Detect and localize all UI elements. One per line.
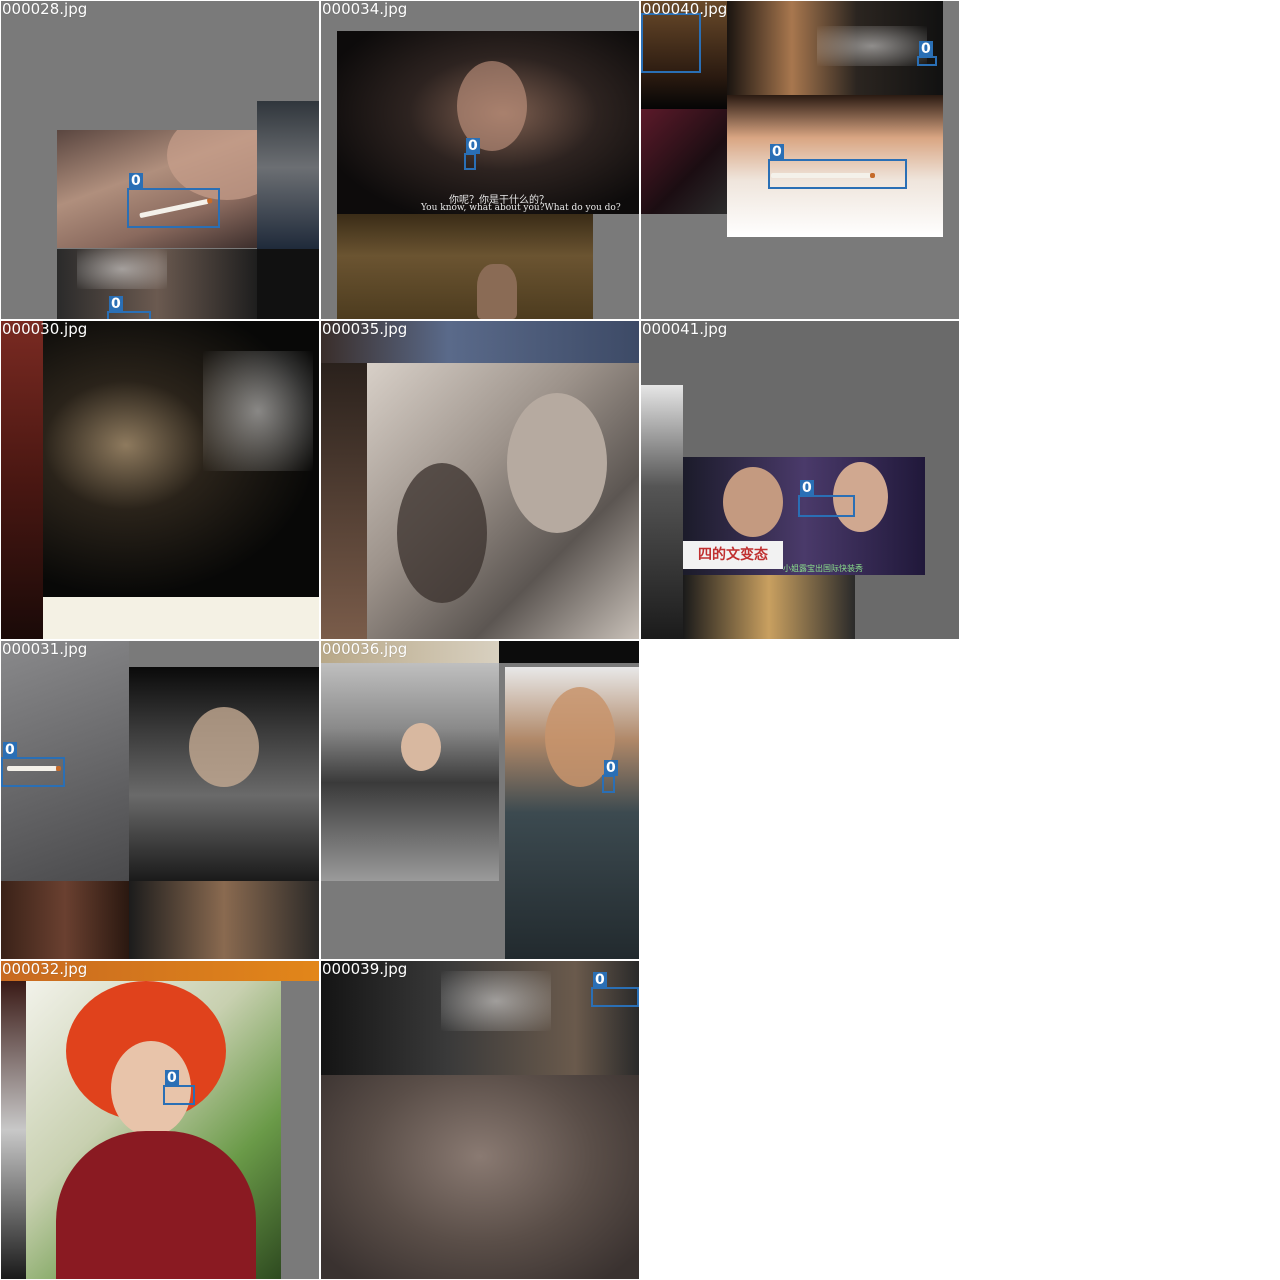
detection-box[interactable]: 0 [591, 972, 639, 1007]
detection-box[interactable]: 0 [464, 138, 480, 170]
photo-orange-strip [1, 961, 319, 981]
photo-cigarette-ashtray [727, 95, 943, 237]
photo-wood-door [1, 881, 129, 959]
tile-title: 000031.jpg [2, 641, 88, 658]
class-label: 0 [109, 296, 123, 312]
photo-dark-corner [499, 641, 639, 663]
photo-blurry-smoker [1, 641, 129, 881]
tile-000032[interactable]: 000032.jpg 0 [1, 961, 319, 1279]
photo-blonde-woman [683, 575, 855, 639]
photo-dark-smoker [43, 321, 319, 597]
tile-title: 000036.jpg [322, 641, 408, 658]
photo-redhead-woman [26, 981, 281, 1279]
photo-left-strip [321, 363, 367, 639]
figure-shape [477, 264, 517, 319]
photo-top-banner [321, 641, 499, 663]
photo-bw-couple [367, 363, 639, 639]
class-label: 0 [3, 742, 17, 758]
face-shape [833, 462, 888, 532]
face-shape [111, 1041, 191, 1136]
detection-box[interactable]: 0 [917, 41, 937, 66]
detection-box[interactable]: 0 [602, 760, 618, 793]
photo-tv-show: 四的文变态 小姐露宝出国际快装秀 [683, 457, 925, 575]
detection-box[interactable]: 0 [163, 1070, 195, 1105]
class-label: 0 [604, 760, 618, 776]
smoke-shape [817, 26, 927, 66]
photo-smoke-man [57, 249, 257, 319]
photo-bar-glass [641, 109, 727, 214]
class-label: 0 [770, 144, 784, 160]
photo-woman-subtitle: 你呢？你是干什么的？ You know, what about you?What… [337, 31, 639, 214]
photo-dark-corner [257, 249, 319, 319]
photo-older-man [257, 101, 319, 249]
photo-top-strip [321, 321, 639, 363]
detection-box[interactable]: 0 [1, 742, 65, 787]
tile-000030[interactable]: 000030.jpg [1, 321, 319, 639]
subtitle-chinese: 你呢？你是干什么的？ [449, 195, 549, 206]
tile-000028[interactable]: 000028.jpg 0 0 [1, 1, 319, 319]
cigarette-shape [7, 766, 61, 771]
tile-000031[interactable]: 000031.jpg 0 [1, 641, 319, 959]
show-ticker-text: 小姐露宝出国际快装秀 [783, 564, 863, 573]
class-label: 0 [800, 480, 814, 496]
photo-blurry-face [321, 1075, 639, 1279]
face-shape [545, 687, 615, 787]
photo-bw-left [641, 385, 683, 639]
show-logo-sign: 四的文变态 [683, 541, 783, 569]
tile-000036[interactable]: 000036.jpg 0 [321, 641, 639, 959]
tile-title: 000041.jpg [642, 321, 728, 338]
smoke-shape [441, 971, 551, 1031]
tile-title: 000039.jpg [322, 961, 408, 978]
tile-title: 000035.jpg [322, 321, 408, 338]
detection-box[interactable]: 0 [798, 480, 855, 517]
photo-left-edge [1, 981, 26, 1279]
face-shape [189, 707, 259, 787]
smoke-shape [77, 249, 167, 289]
photo-car-girl [321, 663, 499, 881]
tile-000039[interactable]: 000039.jpg 0 [321, 961, 639, 1279]
photo-basket [641, 1, 727, 109]
tile-title: 000040.jpg [642, 1, 728, 18]
photo-closeup-smoker [57, 130, 257, 248]
tile-000034[interactable]: 000034.jpg 你呢？你是干什么的？ You know, what abo… [321, 1, 639, 319]
photo-red-wall [1, 321, 43, 639]
detection-box[interactable]: 0 [107, 296, 151, 319]
photo-man-phone [129, 881, 319, 959]
tile-title: 000028.jpg [2, 1, 88, 18]
photo-fur-woman [727, 1, 943, 95]
photo-fedora-man [129, 667, 319, 881]
photo-grass-field [337, 214, 593, 319]
tile-000041[interactable]: 000041.jpg 四的文变态 小姐露宝出国际快装秀 0 [641, 321, 959, 639]
smoke-shape [203, 351, 313, 471]
face-shape [507, 393, 607, 533]
detection-box[interactable]: 0 [127, 173, 220, 228]
tile-000035[interactable]: 000035.jpg [321, 321, 639, 639]
face-shape [723, 467, 783, 537]
class-label: 0 [165, 1070, 179, 1086]
detection-box[interactable] [641, 13, 701, 73]
face-shape [401, 723, 441, 771]
tile-000040[interactable]: 000040.jpg 0 0 [641, 1, 959, 319]
class-label: 0 [129, 173, 143, 189]
detection-box[interactable]: 0 [768, 144, 907, 189]
tile-title: 000030.jpg [2, 321, 88, 338]
class-label: 0 [466, 138, 480, 154]
face-shape [457, 61, 527, 151]
photo-light-strip [43, 597, 319, 639]
tile-title: 000032.jpg [2, 961, 88, 978]
cigarette-shape [771, 173, 875, 178]
photo-dark-hand [321, 961, 639, 1075]
photo-sunglasses-man [505, 667, 639, 959]
sweater-shape [56, 1131, 256, 1279]
tile-title: 000034.jpg [322, 1, 408, 18]
class-label: 0 [593, 972, 607, 988]
subtitle-english: You know, what about you?What do you do? [421, 203, 621, 213]
class-label: 0 [919, 41, 933, 57]
face-shape [397, 463, 487, 603]
